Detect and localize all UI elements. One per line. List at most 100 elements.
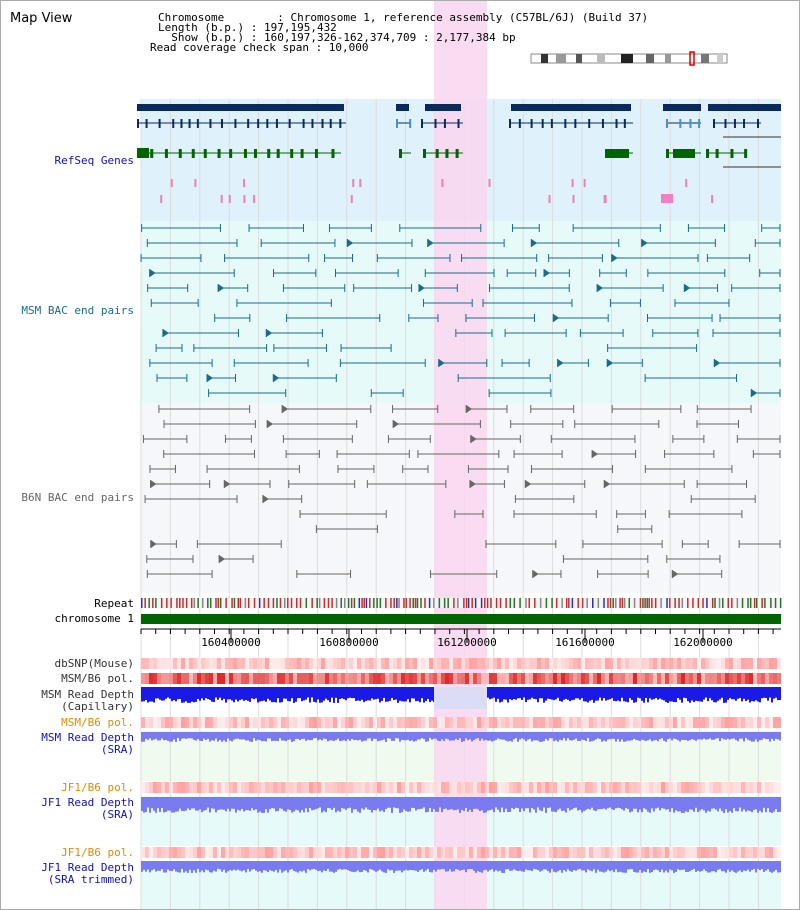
depth-bar: [479, 732, 481, 741]
heat-cell: [317, 658, 321, 669]
heat-cell: [537, 847, 541, 858]
msm-depth-capillary-label[interactable]: MSM Read Depth: [41, 688, 134, 701]
heat-cell: [377, 782, 381, 793]
heat-cell: [485, 717, 489, 728]
depth-bar: [645, 732, 647, 741]
jf1-depth-sra-label[interactable]: JF1 Read Depth: [41, 796, 134, 809]
depth-bar: [429, 861, 431, 873]
depth-bar: [269, 861, 271, 871]
depth-bar: [355, 687, 357, 701]
msm-bac-label[interactable]: MSM BAC end pairs: [21, 304, 134, 317]
depth-bar: [453, 861, 455, 872]
msm-b6-pol-2-label[interactable]: MSM/B6 pol.: [61, 716, 134, 729]
depth-bar: [447, 861, 449, 872]
heat-cell: [609, 782, 613, 793]
heat-cell: [425, 658, 429, 669]
repeat-mark: [144, 598, 146, 608]
repeat-label[interactable]: Repeat: [94, 597, 134, 610]
heat-cell: [349, 782, 353, 793]
depth-bar: [641, 732, 643, 740]
depth-bar: [629, 732, 631, 741]
depth-bar: [655, 687, 657, 698]
depth-bar: [445, 861, 447, 872]
depth-bar: [551, 687, 553, 700]
jf1-b6-pol-2-label[interactable]: JF1/B6 pol.: [61, 846, 134, 859]
depth-bar: [431, 861, 433, 873]
depth-bar: [493, 861, 495, 872]
depth-bar: [665, 861, 667, 871]
depth-bar: [325, 732, 327, 740]
depth-bar: [705, 732, 707, 740]
heat-cell: [357, 847, 361, 858]
heat-cell: [297, 658, 301, 669]
msm-b6-pol-label[interactable]: MSM/B6 pol.: [61, 672, 134, 685]
exon: [724, 119, 727, 128]
heat-cell: [557, 658, 561, 669]
repeat-mark: [453, 598, 455, 608]
repeat-mark: [219, 598, 222, 608]
dbsnp-label[interactable]: dbSNP(Mouse): [54, 657, 134, 670]
depth-bar: [753, 797, 755, 810]
heat-cell: [753, 717, 757, 728]
depth-bar: [679, 797, 681, 812]
heat-cell: [641, 717, 645, 728]
depth-bar: [657, 732, 659, 742]
repeat-mark: [207, 598, 209, 608]
msm-depth-sra-label[interactable]: MSM Read Depth: [41, 731, 134, 744]
heat-cell: [389, 717, 393, 728]
heat-cell: [425, 782, 429, 793]
heat-cell: [453, 847, 457, 858]
b6n-bac-label[interactable]: B6N BAC end pairs: [21, 491, 134, 504]
repeat-mark: [711, 598, 714, 608]
jf1-depth-sra-sub: (SRA): [100, 808, 134, 821]
heat-cell: [661, 673, 665, 684]
depth-bar: [405, 861, 407, 870]
heat-cell: [145, 717, 149, 728]
heat-cell: [585, 782, 589, 793]
heat-cell: [501, 673, 505, 684]
depth-bar: [729, 732, 731, 740]
repeat-mark: [639, 598, 642, 608]
depth-bar: [195, 687, 197, 702]
jf1-b6-pol-label[interactable]: JF1/B6 pol.: [61, 781, 134, 794]
heat-cell: [185, 717, 189, 728]
refseq-label[interactable]: RefSeq Genes: [54, 154, 134, 167]
depth-bar: [771, 687, 773, 703]
heat-cell: [241, 782, 245, 793]
depth-bar: [357, 797, 359, 812]
heat-cell: [389, 673, 393, 684]
depth-bar: [495, 732, 497, 740]
heat-cell: [433, 782, 437, 793]
depth-bar: [195, 732, 197, 741]
heat-cell: [413, 717, 417, 728]
depth-bar: [237, 861, 239, 870]
depth-bar: [549, 687, 551, 700]
heat-cell: [513, 717, 517, 728]
depth-bar: [573, 687, 575, 700]
heat-cell: [421, 658, 425, 669]
depth-bar: [583, 732, 585, 741]
depth-bar: [543, 687, 545, 703]
heat-cell: [349, 847, 353, 858]
depth-bar: [143, 797, 145, 813]
heat-cell: [773, 782, 777, 793]
depth-bar: [331, 861, 333, 872]
depth-bar: [515, 861, 517, 871]
heat-cell: [433, 673, 437, 684]
heat-cell: [493, 673, 497, 684]
jf1-depth-trimmed-label[interactable]: JF1 Read Depth: [41, 861, 134, 874]
repeat-mark: [727, 598, 729, 608]
heat-cell: [201, 673, 205, 684]
heat-cell: [749, 673, 753, 684]
heat-cell: [369, 673, 373, 684]
depth-bar: [321, 861, 323, 873]
heat-cell: [717, 847, 721, 858]
depth-bar: [205, 732, 207, 740]
depth-bar: [573, 861, 575, 871]
heat-cell: [521, 658, 525, 669]
depth-bar: [229, 687, 231, 700]
depth-bar: [577, 687, 579, 699]
depth-bar: [611, 797, 613, 810]
depth-bar: [375, 861, 377, 872]
bac-arrow: [207, 374, 214, 382]
